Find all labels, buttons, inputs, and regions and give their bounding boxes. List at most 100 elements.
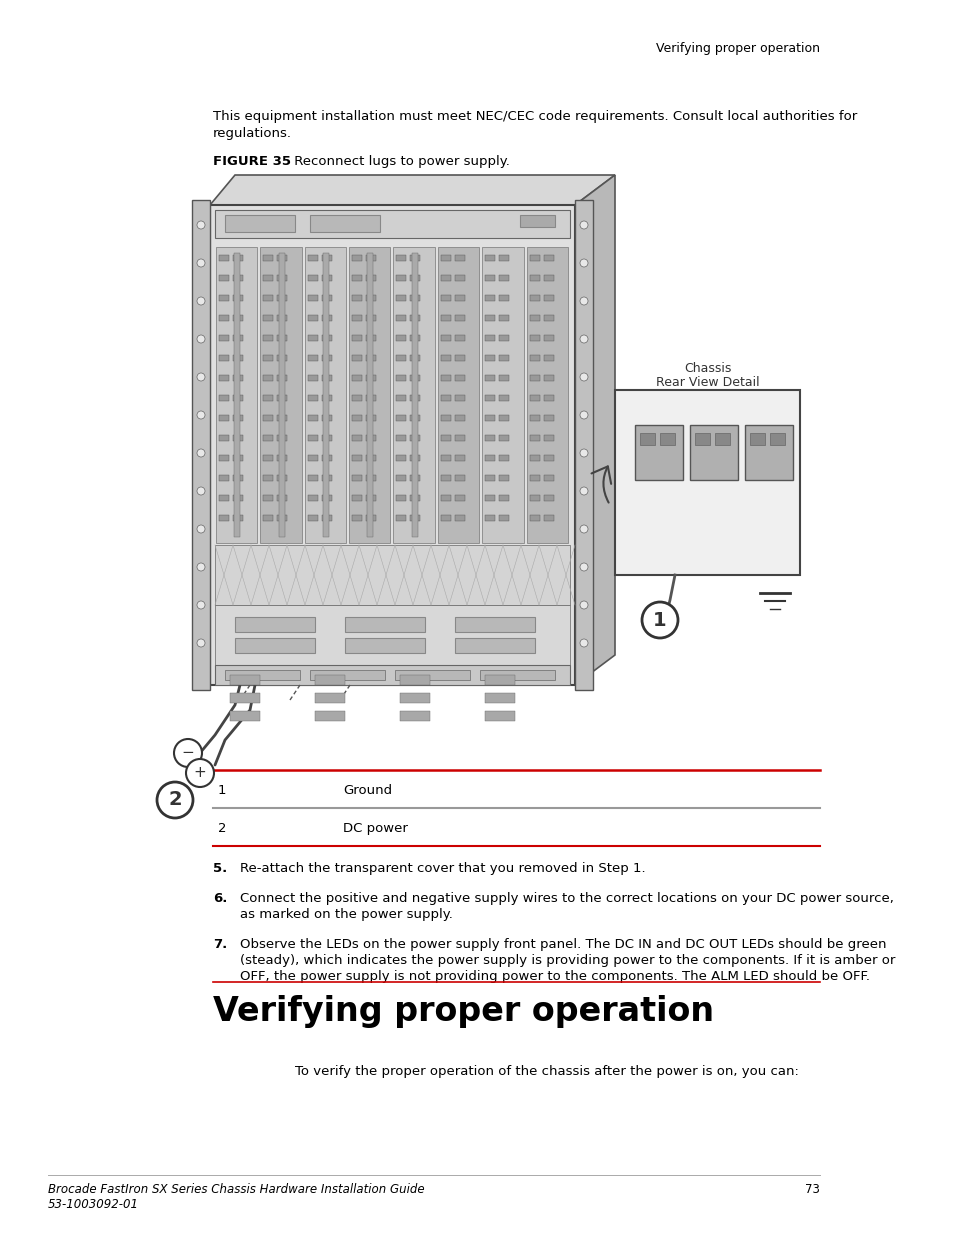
- Bar: [263, 275, 274, 282]
- Bar: [410, 375, 420, 382]
- Bar: [485, 254, 495, 261]
- Bar: [498, 495, 509, 501]
- Circle shape: [196, 638, 205, 647]
- Bar: [744, 425, 792, 480]
- Bar: [263, 375, 274, 382]
- Bar: [352, 495, 362, 501]
- Bar: [526, 247, 567, 543]
- Bar: [366, 254, 375, 261]
- Bar: [410, 495, 420, 501]
- Text: FIGURE 35: FIGURE 35: [213, 156, 291, 168]
- Circle shape: [196, 601, 205, 609]
- Bar: [714, 433, 729, 445]
- Bar: [308, 395, 317, 401]
- Bar: [263, 395, 274, 401]
- Bar: [352, 315, 362, 321]
- Circle shape: [579, 638, 587, 647]
- Bar: [233, 275, 243, 282]
- Bar: [277, 515, 287, 521]
- Bar: [455, 415, 464, 421]
- Bar: [529, 335, 539, 341]
- Bar: [529, 395, 539, 401]
- Bar: [321, 435, 332, 441]
- Bar: [529, 354, 539, 361]
- Bar: [410, 295, 420, 301]
- Bar: [543, 475, 553, 480]
- Bar: [410, 315, 420, 321]
- Bar: [233, 375, 243, 382]
- Circle shape: [196, 221, 205, 228]
- Bar: [498, 454, 509, 461]
- Bar: [529, 375, 539, 382]
- Bar: [366, 375, 375, 382]
- Bar: [529, 495, 539, 501]
- Bar: [230, 693, 260, 703]
- Bar: [349, 247, 390, 543]
- Bar: [263, 354, 274, 361]
- Bar: [308, 315, 317, 321]
- Circle shape: [579, 563, 587, 571]
- Bar: [485, 515, 495, 521]
- Bar: [219, 275, 229, 282]
- Bar: [192, 200, 210, 690]
- Bar: [233, 495, 243, 501]
- Bar: [485, 395, 495, 401]
- Circle shape: [157, 782, 193, 818]
- Bar: [219, 395, 229, 401]
- Circle shape: [196, 259, 205, 267]
- Bar: [396, 395, 406, 401]
- Bar: [749, 433, 764, 445]
- Bar: [410, 335, 420, 341]
- Circle shape: [196, 296, 205, 305]
- Bar: [314, 711, 345, 721]
- Text: 2: 2: [168, 790, 182, 809]
- Bar: [352, 475, 362, 480]
- Bar: [498, 415, 509, 421]
- Bar: [219, 315, 229, 321]
- Bar: [277, 395, 287, 401]
- Text: Observe the LEDs on the power supply front panel. The DC IN and DC OUT LEDs shou: Observe the LEDs on the power supply fro…: [240, 939, 885, 951]
- Bar: [308, 475, 317, 480]
- Bar: [321, 475, 332, 480]
- Bar: [233, 395, 243, 401]
- Bar: [437, 247, 478, 543]
- Bar: [543, 354, 553, 361]
- Circle shape: [196, 525, 205, 534]
- Bar: [396, 475, 406, 480]
- Bar: [210, 205, 575, 685]
- Bar: [485, 295, 495, 301]
- Bar: [321, 454, 332, 461]
- Bar: [440, 435, 451, 441]
- Bar: [321, 254, 332, 261]
- Bar: [352, 395, 362, 401]
- Bar: [396, 295, 406, 301]
- Bar: [352, 515, 362, 521]
- Bar: [263, 515, 274, 521]
- Text: Brocade FastIron SX Series Chassis Hardware Installation Guide: Brocade FastIron SX Series Chassis Hardw…: [48, 1183, 424, 1195]
- Bar: [455, 475, 464, 480]
- Bar: [440, 315, 451, 321]
- Bar: [277, 435, 287, 441]
- Bar: [410, 275, 420, 282]
- Bar: [366, 415, 375, 421]
- Bar: [543, 254, 553, 261]
- Bar: [455, 618, 535, 632]
- Bar: [263, 295, 274, 301]
- Bar: [543, 515, 553, 521]
- Bar: [519, 215, 555, 227]
- Bar: [214, 664, 569, 685]
- Bar: [352, 295, 362, 301]
- Text: −: −: [181, 746, 194, 761]
- Bar: [219, 475, 229, 480]
- Text: Re-attach the transparent cover that you removed in Step 1.: Re-attach the transparent cover that you…: [240, 862, 645, 876]
- Bar: [543, 435, 553, 441]
- Bar: [366, 435, 375, 441]
- Bar: [304, 247, 346, 543]
- Bar: [615, 390, 800, 576]
- Bar: [529, 315, 539, 321]
- Bar: [263, 435, 274, 441]
- FancyArrowPatch shape: [591, 467, 611, 503]
- Text: 5.: 5.: [213, 862, 227, 876]
- Bar: [308, 335, 317, 341]
- Bar: [440, 395, 451, 401]
